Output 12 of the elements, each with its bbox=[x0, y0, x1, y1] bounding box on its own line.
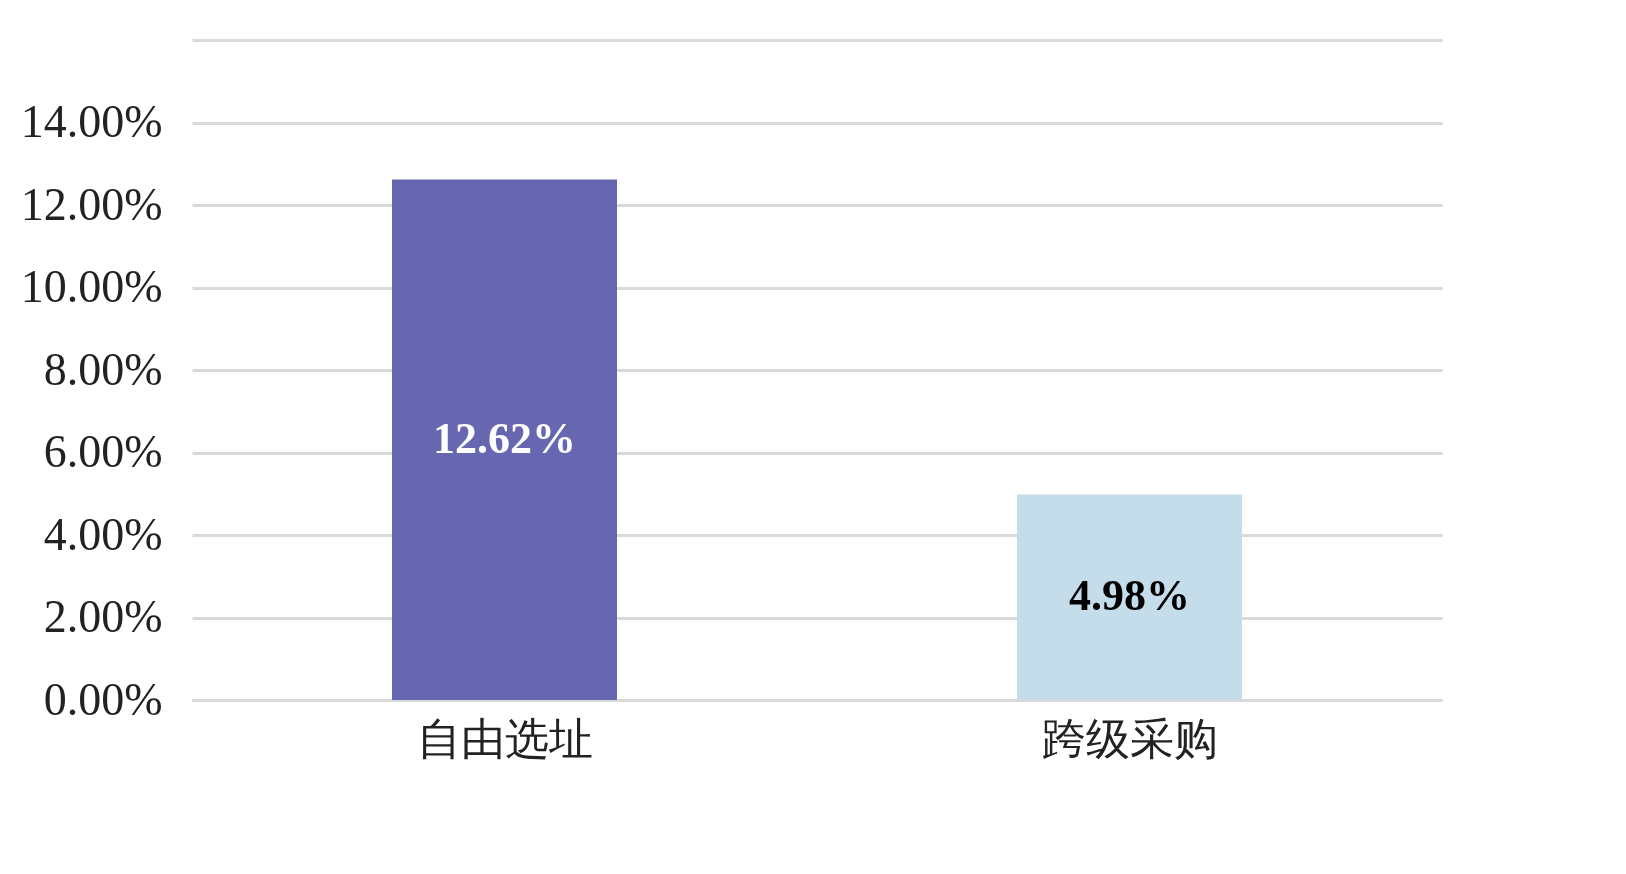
y-tick-label: 0.00% bbox=[43, 673, 163, 725]
y-tick-label: 14.00% bbox=[20, 96, 163, 147]
y-tick-label: 10.00% bbox=[20, 261, 163, 312]
y-tick-label: 8.00% bbox=[43, 343, 163, 395]
y-tick-label: 2.00% bbox=[43, 591, 163, 642]
y-tick-label: 12.00% bbox=[20, 178, 163, 230]
x-tick-label: 自由选址 bbox=[416, 712, 593, 764]
data-label: 4.98% bbox=[1069, 571, 1190, 621]
x-tick-label: 跨级采购 bbox=[1041, 712, 1218, 764]
y-tick-label: 4.00% bbox=[43, 508, 163, 560]
y-tick-label: 6.00% bbox=[43, 426, 163, 477]
data-label: 12.62% bbox=[433, 413, 576, 463]
